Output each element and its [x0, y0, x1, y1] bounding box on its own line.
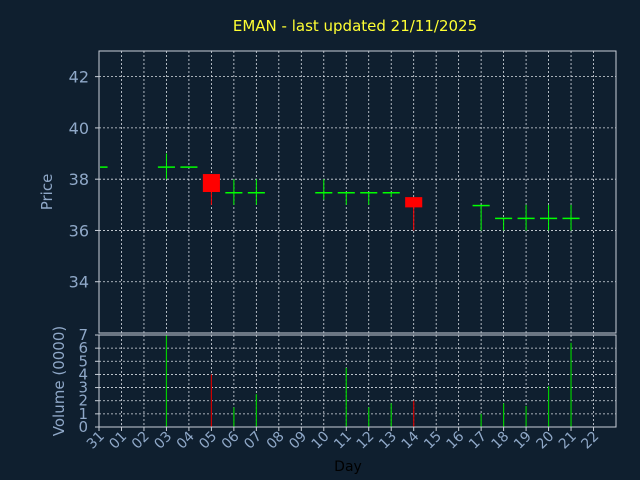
volume-panel-frame [98, 334, 617, 428]
chart-title: EMAN - last updated 21/11/2025 [233, 17, 477, 35]
x-tick-label: 21 [556, 429, 580, 453]
volume-tick-label: 0 [78, 418, 88, 436]
x-tick-label: 05 [196, 429, 220, 453]
x-tick-label: 13 [376, 429, 400, 453]
x-tick-label: 18 [489, 429, 513, 453]
x-axis-label: Day [334, 459, 362, 475]
candle-body [495, 217, 513, 220]
candle-body [540, 217, 558, 220]
volume-series [165, 335, 572, 427]
candle-body [315, 192, 333, 194]
volume-tick-label: 4 [78, 365, 88, 383]
candle-body [225, 192, 243, 194]
candle-body [202, 174, 220, 192]
x-tick-label: 15 [421, 429, 445, 453]
x-tick-label: 19 [511, 429, 535, 453]
candlestick-series [100, 153, 580, 231]
x-tick-label: 14 [399, 428, 423, 452]
price-tick-label: 40 [69, 119, 89, 138]
volume-axis-label: Volume (0000) [50, 326, 68, 436]
candle-body [472, 204, 490, 207]
volume-tick-label: 6 [78, 339, 88, 357]
x-tick-label: 08 [264, 429, 288, 453]
price-tick-label: 36 [69, 221, 89, 240]
x-tick-label: 06 [219, 428, 243, 452]
price-panel-frame [98, 50, 617, 334]
candle-body [517, 217, 535, 220]
price-gridlines [99, 51, 616, 333]
x-tick-label: 07 [241, 429, 265, 453]
candle-body [180, 166, 198, 168]
x-tick-label: 03 [151, 429, 175, 453]
x-tick-label: 02 [129, 429, 153, 453]
volume-tick-label: 2 [78, 392, 88, 410]
x-tick-label: 11 [331, 429, 355, 453]
candle-body [247, 192, 265, 194]
x-tick-label: 01 [106, 429, 130, 453]
candle-body [337, 192, 355, 194]
price-tick-label: 34 [69, 273, 89, 292]
x-axis-ticks: 3101020304050607080910111213141516171819… [84, 427, 602, 452]
x-tick-label: 10 [309, 429, 333, 453]
x-tick-label: 12 [354, 429, 378, 453]
candle-body [157, 166, 175, 168]
volume-tick-label: 5 [78, 352, 88, 370]
x-tick-label: 16 [444, 428, 468, 452]
x-tick-label: 20 [533, 429, 557, 453]
volume-tick-label: 3 [78, 379, 88, 397]
price-tick-label: 42 [69, 68, 89, 87]
candle-body [360, 192, 378, 194]
candle-body [405, 197, 423, 208]
x-tick-label: 09 [286, 429, 310, 453]
candle-body [382, 192, 400, 194]
x-tick-label: 04 [174, 428, 198, 452]
candle-body [100, 166, 108, 168]
volume-tick-label: 1 [78, 405, 88, 423]
candle-body [562, 217, 580, 220]
price-tick-label: 38 [69, 170, 89, 189]
x-tick-label: 22 [578, 429, 602, 453]
volume-gridlines [99, 335, 616, 427]
price-axis-label: Price [38, 174, 56, 211]
price-y-ticks: 34 36 38 40 42 [69, 68, 99, 292]
x-tick-label: 17 [466, 429, 490, 453]
volume-tick-label: 7 [78, 326, 88, 344]
